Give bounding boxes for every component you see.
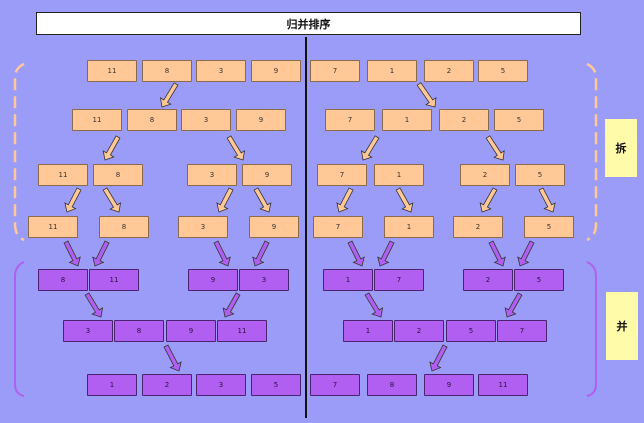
split-arrow-5 [360,135,380,161]
split-box-r3-6: 1 [374,164,424,186]
merge-arrow-6 [377,240,395,267]
split-box-r2-3: 3 [181,109,231,131]
merge-box-r3-2: 2 [142,374,192,396]
split-box-r4-6: 1 [384,216,434,238]
merge-arrow-10 [222,292,241,318]
merge-arrow-5 [347,240,365,267]
merge-arrow-11 [364,292,384,318]
split-box-r1-7: 2 [424,60,474,82]
split-arrow-13 [479,187,498,213]
split-box-r4-8: 5 [524,216,574,238]
split-arrow-6 [485,135,505,161]
split-box-r1-3: 3 [196,60,246,82]
merge-arrow-13 [163,344,182,372]
split-left-bracket [13,62,25,242]
merge-arrow-3 [213,240,231,267]
merge-box-r3-7: 9 [424,374,474,396]
split-arrow-11 [336,187,354,213]
split-box-r3-7: 2 [460,164,510,186]
split-box-r4-4: 9 [249,216,299,238]
split-box-r1-8: 5 [478,60,528,82]
split-box-r3-2: 8 [93,164,143,186]
merge-box-r1-8: 5 [514,269,564,291]
split-arrow-3 [102,135,121,161]
merge-label-note: 并 [606,292,638,360]
merge-right-bracket [586,261,597,397]
split-box-r4-3: 3 [178,216,228,238]
merge-box-r2-8: 7 [497,320,547,342]
merge-box-r1-3: 9 [188,269,238,291]
split-box-r2-2: 8 [127,109,177,131]
split-box-r4-1: 11 [28,216,78,238]
split-box-r1-4: 9 [251,60,301,82]
split-box-r3-3: 3 [187,164,237,186]
split-box-r3-8: 5 [515,164,565,186]
split-box-r2-1: 11 [72,109,122,131]
merge-arrow-7 [488,240,506,267]
merge-box-r2-3: 9 [166,320,216,342]
merge-box-r3-1: 1 [87,374,137,396]
split-box-r1-5: 7 [310,60,360,82]
merge-arrow-4 [252,240,270,267]
split-box-r4-7: 2 [453,216,503,238]
merge-box-r1-1: 8 [38,269,88,291]
merge-arrow-2 [92,240,110,267]
merge-box-r1-4: 3 [239,269,289,291]
split-right-bracket [586,62,598,242]
merge-box-r3-4: 5 [251,374,301,396]
split-box-r2-8: 5 [494,109,544,131]
merge-arrow-14 [429,344,448,372]
split-box-r1-1: 11 [87,60,137,82]
diagram-title: 归并排序 [36,12,581,35]
merge-box-r1-7: 2 [463,269,513,291]
merge-box-r2-7: 5 [446,320,496,342]
merge-left-bracket [14,261,25,397]
split-label-note: 拆 [605,119,637,177]
split-box-r1-2: 8 [142,60,192,82]
split-arrow-4 [226,135,246,161]
split-box-r3-4: 9 [242,164,292,186]
split-arrow-8 [102,187,122,213]
merge-box-r3-6: 8 [367,374,417,396]
merge-box-r2-4: 11 [217,320,267,342]
split-box-r2-4: 9 [236,109,286,131]
split-arrow-2 [416,82,437,108]
split-box-r4-5: 7 [313,216,363,238]
split-arrow-12 [395,187,414,213]
merge-arrow-12 [504,292,523,318]
merge-box-r2-2: 8 [114,320,164,342]
merge-box-r3-8: 11 [478,374,528,396]
merge-box-r1-2: 11 [89,269,139,291]
merge-box-r1-6: 7 [374,269,424,291]
merge-box-r3-3: 3 [196,374,246,396]
merge-box-r2-5: 1 [343,320,393,342]
split-arrow-1 [159,82,179,108]
merge-box-r2-6: 2 [394,320,444,342]
merge-arrow-8 [517,240,535,267]
split-box-r3-5: 7 [317,164,367,186]
split-box-r4-2: 8 [99,216,149,238]
merge-box-r1-5: 1 [323,269,373,291]
split-arrow-10 [253,187,272,213]
merge-box-r3-5: 7 [310,374,360,396]
merge-box-r2-1: 3 [63,320,113,342]
merge-arrow-1 [63,240,81,267]
split-arrow-7 [64,187,82,213]
split-box-r2-5: 7 [325,109,375,131]
merge-arrow-9 [84,292,104,318]
split-box-r3-1: 11 [38,164,88,186]
split-box-r1-6: 1 [367,60,417,82]
split-box-r2-7: 2 [439,109,489,131]
split-arrow-9 [216,187,234,213]
split-box-r2-6: 1 [382,109,432,131]
split-arrow-14 [538,187,556,213]
